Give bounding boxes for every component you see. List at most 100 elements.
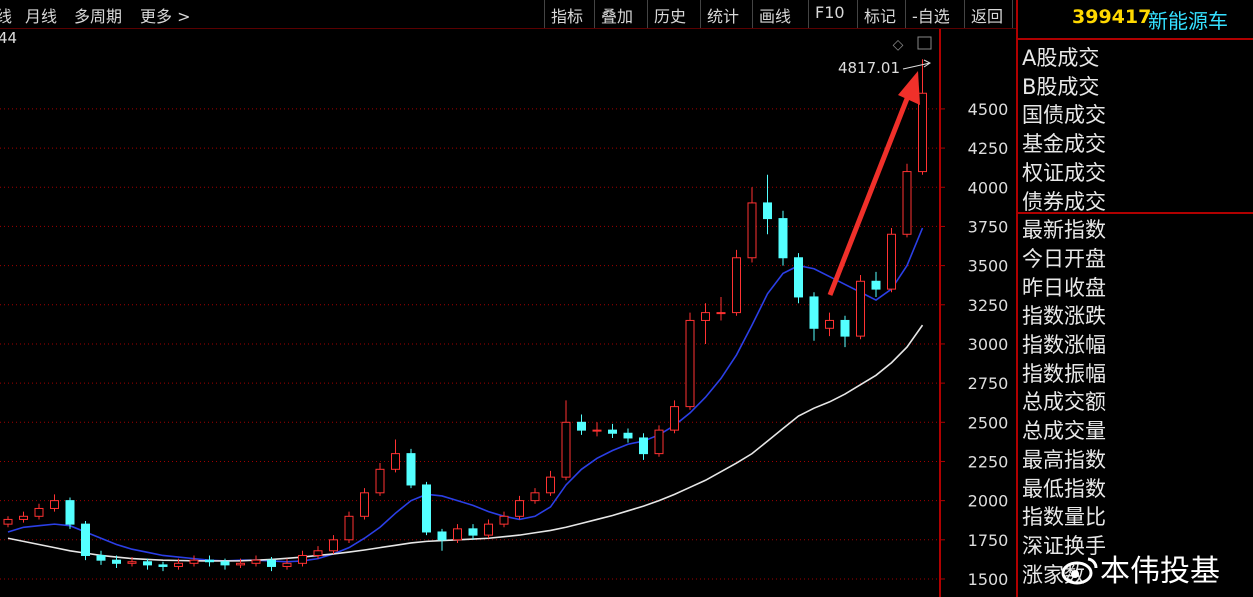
index-code: 399417 — [1072, 6, 1152, 28]
toolbar-button[interactable]: -自选 — [912, 7, 950, 26]
candle-body — [577, 421, 586, 431]
toolbar-button[interactable]: 叠加 — [601, 7, 634, 26]
field-label: 最低指数 — [1022, 476, 1106, 501]
candle-body — [406, 453, 416, 486]
candle-body — [391, 453, 400, 470]
separator — [1012, 0, 1013, 28]
chart-icon — [917, 36, 932, 50]
candle-body — [639, 437, 648, 455]
field-label: 国债成交 — [1022, 103, 1106, 128]
field-label: 总成交额 — [1022, 390, 1106, 415]
field-label: 昨日收盘 — [1022, 275, 1106, 300]
corner-label: 44 — [0, 29, 17, 47]
toolbar-button[interactable]: F10 — [815, 3, 845, 22]
candle-body — [515, 500, 524, 517]
separator — [594, 0, 595, 28]
candle-body — [592, 429, 602, 432]
candle-body — [329, 539, 338, 552]
candle-body — [298, 554, 307, 564]
candle-body — [840, 319, 850, 337]
field-label: B股成交 — [1022, 74, 1100, 99]
candle-body — [763, 202, 772, 220]
candle-body — [716, 312, 726, 315]
tab[interactable]: 多周期 — [74, 7, 123, 26]
candle-body — [50, 500, 59, 509]
toolbar-button[interactable]: 画线 — [759, 7, 792, 26]
arrow-head — [898, 71, 920, 105]
y-tick-label: 2250 — [968, 452, 1009, 471]
candle-body — [918, 92, 927, 173]
info-panel: 399417 新能源车 A股成交 B股成交 国债成交 基金成交 权证成交 债券成交 最新指数… — [1016, 0, 1253, 597]
weibo-icon — [1061, 557, 1098, 585]
candle-body — [856, 280, 865, 337]
candle-body — [143, 561, 152, 566]
field-label: 权证成交 — [1022, 160, 1106, 185]
candle-body — [499, 515, 509, 525]
watermark: 本伟投基 — [1060, 546, 1220, 590]
separator — [752, 0, 753, 28]
candle-body — [561, 421, 571, 478]
y-tick-label: 1500 — [968, 570, 1009, 589]
candle-body — [174, 562, 183, 567]
y-tick-label: 3000 — [968, 335, 1009, 354]
index-name: 新能源车 — [1148, 9, 1228, 33]
candle-body — [65, 500, 75, 525]
toolbar-button[interactable]: 指标 — [551, 7, 584, 26]
y-tick-label: 3750 — [968, 217, 1009, 236]
candle-body — [871, 280, 881, 290]
toolbar-button[interactable]: 历史 — [654, 7, 687, 26]
field-label: 指数振幅 — [1022, 361, 1106, 386]
candle-body — [887, 233, 896, 290]
chart-icon: ◇ — [893, 37, 904, 53]
candle-body — [747, 202, 757, 259]
candle-body — [313, 550, 323, 556]
field-label: 指数涨跌 — [1022, 304, 1106, 329]
toolbar-button[interactable]: 标记 — [864, 7, 897, 26]
candle-body — [360, 492, 369, 517]
field-label: 指数涨幅 — [1022, 333, 1106, 357]
toolbar-button[interactable]: 返回 — [971, 7, 1004, 26]
separator — [857, 0, 858, 28]
candle-body — [205, 559, 214, 563]
arrow — [827, 90, 913, 296]
annotation-pointer — [902, 59, 931, 70]
candle-body — [701, 312, 710, 321]
y-tick-label: 2000 — [968, 492, 1009, 511]
candle-body — [778, 218, 788, 259]
candle-body — [670, 406, 679, 431]
tab[interactable]: 月线 — [25, 7, 58, 26]
candle-body — [794, 257, 803, 298]
candle-body — [267, 559, 276, 567]
y-tick-label: 4250 — [968, 139, 1009, 158]
y-tick-label: 3500 — [968, 257, 1009, 276]
candle-body — [437, 531, 447, 541]
candle-body — [220, 561, 230, 566]
candle-body — [189, 559, 199, 564]
y-tick-label: 4500 — [968, 100, 1009, 119]
candle-body — [127, 561, 137, 564]
candle-body — [654, 429, 664, 455]
candle-body — [96, 554, 106, 561]
candle-body — [158, 564, 168, 567]
tab[interactable]: 线 — [0, 7, 13, 26]
y-tick-label: 4000 — [968, 178, 1009, 197]
separator — [700, 0, 701, 28]
field-label: 今日开盘 — [1022, 246, 1106, 271]
field-label: 基金成交 — [1022, 132, 1106, 157]
candle-body — [422, 484, 431, 533]
candle-body — [236, 562, 245, 566]
candle-body — [530, 492, 540, 502]
separator — [544, 0, 545, 28]
field-label: A股成交 — [1022, 46, 1100, 70]
tab[interactable]: 更多 > — [140, 7, 191, 26]
field-label: 最高指数 — [1022, 447, 1106, 472]
candle-body — [484, 523, 493, 536]
candle-body — [344, 515, 354, 541]
candle-body — [282, 562, 292, 567]
moving-average-line — [7, 324, 924, 562]
chart: 44 1500 1750 2000 2250 2500 2750 3000 3250 3500 37… — [0, 29, 1009, 597]
candle-body — [732, 257, 741, 314]
toolbar-button[interactable]: 统计 — [707, 7, 740, 26]
candle-body — [34, 507, 44, 517]
field-label: 深证换手 — [1022, 533, 1106, 558]
